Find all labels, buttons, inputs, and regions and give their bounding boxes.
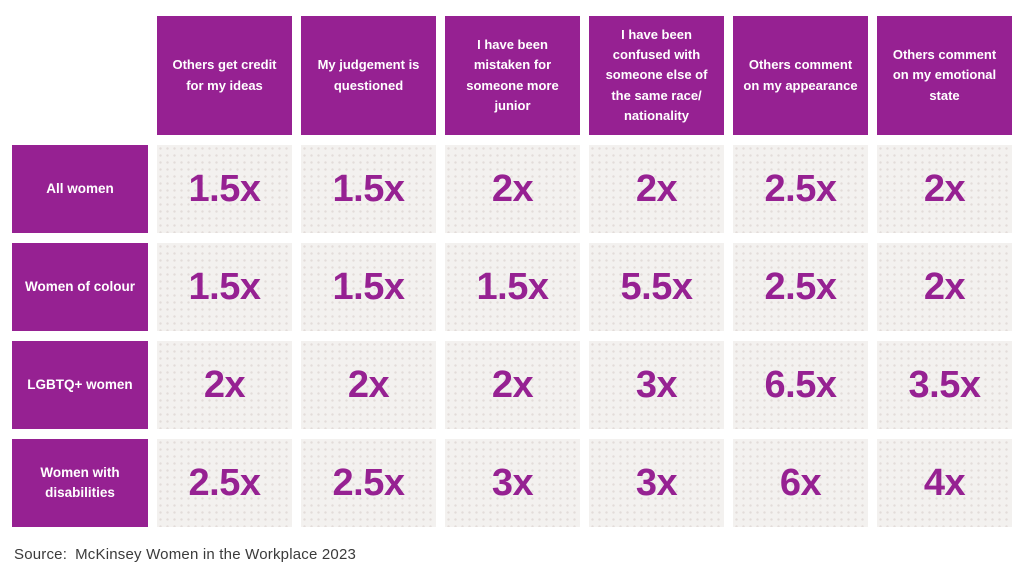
- value-cell: 4x: [877, 439, 1012, 527]
- value-cell: 3x: [445, 439, 580, 527]
- value-cell: 5.5x: [589, 243, 724, 331]
- source-label: Source:: [14, 546, 68, 563]
- value-cell: 2.5x: [733, 243, 868, 331]
- value-cell: 6.5x: [733, 341, 868, 429]
- value-cell: 2x: [157, 341, 292, 429]
- value-cell: 1.5x: [301, 145, 436, 233]
- column-header-label: I have been confused with someone else o…: [605, 27, 708, 123]
- column-header-others-credit: Others get credit for my ideas: [157, 16, 292, 135]
- row-header-label: Women of colour: [25, 278, 135, 294]
- value-cell: 1.5x: [445, 243, 580, 331]
- value-cell: 2x: [445, 145, 580, 233]
- row-header-label: Women with disabilities: [40, 464, 120, 500]
- column-header-confused-race-nationality: I have been confused with someone else o…: [589, 16, 724, 135]
- row-header-women-of-colour: Women of colour: [12, 243, 148, 331]
- column-header-label: I have been mistaken for someone more ju…: [466, 37, 559, 113]
- value-cell: 3x: [589, 341, 724, 429]
- data-table: Others get credit for my ideas My judgem…: [12, 16, 1012, 527]
- value-cell: 2.5x: [733, 145, 868, 233]
- column-header-comment-emotional-state: Others comment on my emotional state: [877, 16, 1012, 135]
- value-cell: 1.5x: [157, 145, 292, 233]
- value-cell: 2x: [589, 145, 724, 233]
- column-header-mistaken-junior: I have been mistaken for someone more ju…: [445, 16, 580, 135]
- value-cell: 2x: [877, 243, 1012, 331]
- row-header-lgbtq-women: LGBTQ+ women: [12, 341, 148, 429]
- row-header-label: All women: [46, 180, 114, 196]
- value-cell: 2x: [877, 145, 1012, 233]
- column-header-label: Others get credit for my ideas: [172, 57, 277, 93]
- value-cell: 3.5x: [877, 341, 1012, 429]
- value-cell: 2x: [301, 341, 436, 429]
- source-text: McKinsey Women in the Workplace 2023: [75, 546, 357, 563]
- row-header-all-women: All women: [12, 145, 148, 233]
- row-header-label: LGBTQ+ women: [27, 376, 133, 392]
- column-header-label: Others comment on my emotional state: [892, 47, 997, 103]
- table-corner-spacer: [12, 16, 148, 135]
- value-cell: 2x: [445, 341, 580, 429]
- row-header-women-with-disabilities: Women with disabilities: [12, 439, 148, 527]
- value-cell: 2.5x: [301, 439, 436, 527]
- source-note: Source: McKinsey Women in the Workplace 2…: [14, 546, 356, 563]
- column-header-comment-appearance: Others comment on my appearance: [733, 16, 868, 135]
- column-header-judgement-questioned: My judgement is questioned: [301, 16, 436, 135]
- value-cell: 1.5x: [301, 243, 436, 331]
- value-cell: 1.5x: [157, 243, 292, 331]
- value-cell: 6x: [733, 439, 868, 527]
- value-cell: 3x: [589, 439, 724, 527]
- column-header-label: Others comment on my appearance: [743, 57, 858, 93]
- column-header-label: My judgement is questioned: [317, 57, 420, 93]
- value-cell: 2.5x: [157, 439, 292, 527]
